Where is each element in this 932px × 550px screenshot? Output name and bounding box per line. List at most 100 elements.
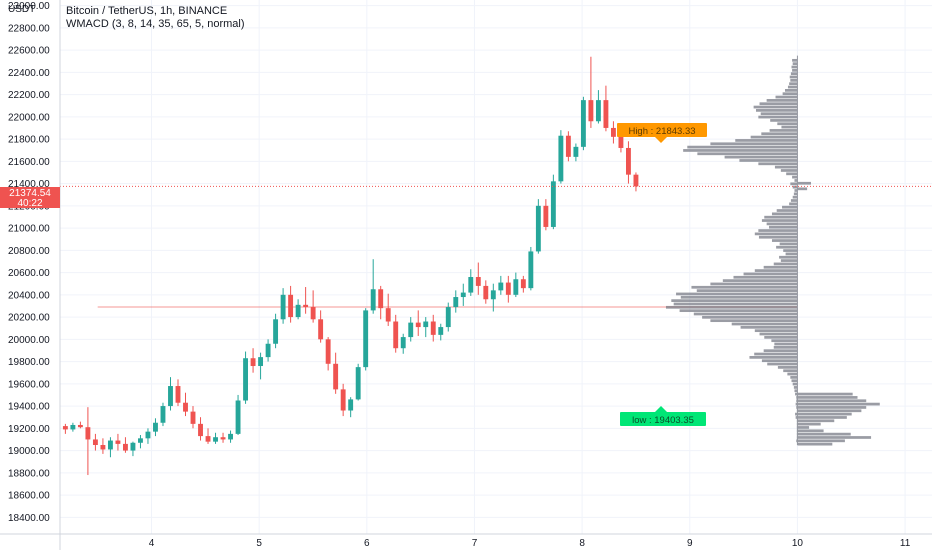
candle[interactable] — [423, 317, 429, 338]
candle[interactable] — [258, 352, 264, 380]
candle[interactable] — [62, 423, 68, 434]
time-axis[interactable]: 4 5 6 7 8 9 10 11 — [0, 533, 932, 549]
candle[interactable] — [228, 430, 233, 443]
candle[interactable] — [378, 285, 384, 320]
candle[interactable] — [505, 275, 511, 303]
candle[interactable] — [198, 417, 203, 441]
candle[interactable] — [250, 348, 256, 373]
candle-body — [415, 322, 421, 328]
candle[interactable] — [483, 280, 489, 304]
candle[interactable] — [288, 285, 294, 323]
candle[interactable] — [535, 199, 541, 254]
volume-profile-bar — [671, 299, 798, 302]
candle[interactable] — [265, 339, 271, 362]
candle[interactable] — [273, 313, 279, 349]
candle-body — [228, 433, 233, 440]
volume-profile-bar — [797, 409, 862, 413]
candle[interactable] — [626, 141, 631, 184]
candle[interactable] — [220, 432, 226, 443]
candle[interactable] — [513, 272, 519, 298]
candle[interactable] — [243, 351, 249, 404]
candle[interactable] — [303, 287, 309, 314]
candle[interactable] — [153, 418, 158, 437]
candle[interactable] — [363, 308, 369, 371]
candle[interactable] — [295, 299, 301, 320]
candle[interactable] — [85, 407, 91, 476]
candle[interactable] — [468, 269, 474, 296]
candle[interactable] — [460, 283, 466, 306]
candle[interactable] — [355, 363, 361, 401]
candlestick-series[interactable] — [62, 56, 639, 476]
candle[interactable] — [580, 96, 586, 151]
volume-profile-bar — [766, 99, 798, 102]
candle[interactable] — [107, 437, 113, 458]
candle[interactable] — [453, 290, 459, 313]
candle[interactable] — [130, 441, 136, 457]
candle[interactable] — [385, 293, 391, 326]
candle[interactable] — [77, 421, 83, 429]
y-tick-label: 21400.00 — [8, 179, 50, 190]
candle[interactable] — [205, 428, 211, 444]
candle[interactable] — [340, 383, 346, 417]
candle[interactable] — [190, 406, 196, 429]
candle[interactable] — [310, 290, 316, 323]
candle[interactable] — [565, 131, 571, 162]
volume-profile-bar — [775, 95, 798, 99]
current-price-label: 21374.54 40:22 — [0, 187, 60, 209]
volume-profile-bar — [797, 406, 867, 409]
candle[interactable] — [633, 172, 639, 192]
candle[interactable] — [438, 323, 444, 341]
candle[interactable] — [490, 283, 496, 312]
candle[interactable] — [168, 377, 173, 411]
candle[interactable] — [445, 302, 451, 332]
candle[interactable] — [603, 85, 609, 132]
candle[interactable] — [348, 397, 354, 418]
candle[interactable] — [100, 438, 106, 454]
candle[interactable] — [543, 199, 549, 231]
candle[interactable] — [520, 275, 526, 293]
candle[interactable] — [610, 121, 616, 144]
candle[interactable] — [235, 394, 241, 435]
volume-profile-bar — [759, 102, 798, 106]
candle[interactable] — [325, 337, 331, 371]
candle[interactable] — [160, 402, 166, 427]
candle[interactable] — [573, 143, 579, 162]
y-tick-label: 20800.00 — [8, 246, 50, 257]
candle[interactable] — [595, 90, 601, 124]
candle[interactable] — [70, 422, 76, 432]
price-axis[interactable]: 18400.00 18600.00 18800.00 19000.00 19200.00… — [8, 0, 61, 550]
candle[interactable] — [92, 433, 98, 451]
x-tick-label: 9 — [687, 538, 693, 549]
symbol-title[interactable]: Bitcoin / TetherUS, 1h, BINANCE — [66, 5, 228, 17]
candle[interactable] — [588, 56, 594, 128]
candle[interactable] — [175, 379, 181, 407]
candle-body — [250, 358, 256, 367]
volume-profile-bar — [797, 181, 811, 185]
candle[interactable] — [498, 275, 504, 295]
volume-profile-bar — [779, 242, 798, 246]
candle[interactable] — [558, 130, 564, 184]
candle[interactable] — [123, 437, 128, 453]
candle[interactable] — [213, 432, 218, 444]
candle[interactable] — [550, 174, 556, 230]
volume-profile-bar — [779, 255, 798, 259]
candle[interactable] — [370, 259, 376, 314]
candle[interactable] — [138, 434, 143, 449]
candle[interactable] — [318, 310, 324, 343]
candle[interactable] — [430, 314, 436, 342]
candle[interactable] — [145, 428, 151, 444]
candle-body — [160, 406, 166, 423]
candle[interactable] — [475, 262, 481, 295]
candle[interactable] — [280, 288, 286, 324]
candle[interactable] — [408, 317, 414, 342]
candle[interactable] — [333, 352, 339, 394]
candle[interactable] — [400, 333, 406, 354]
candle[interactable] — [528, 246, 534, 291]
volume-profile-bar — [792, 58, 798, 62]
candle[interactable] — [393, 314, 399, 353]
candle[interactable] — [415, 310, 421, 336]
candle[interactable] — [115, 433, 121, 451]
indicator-title[interactable]: WMACD (3, 8, 14, 35, 65, 5, normal) — [66, 18, 245, 30]
candle[interactable] — [183, 392, 188, 417]
